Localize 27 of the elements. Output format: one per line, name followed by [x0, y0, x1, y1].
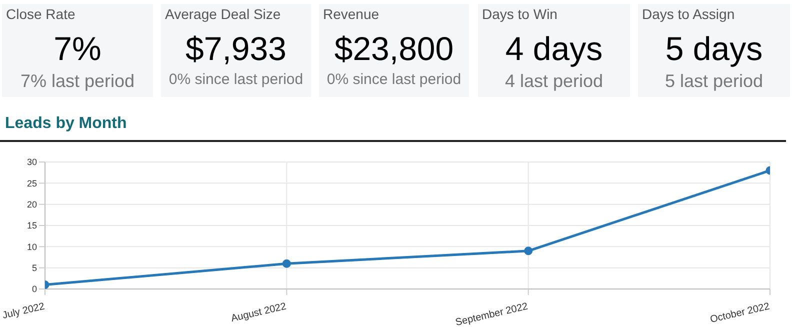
y-tick-label: 20	[26, 200, 37, 210]
text: Revenue	[323, 6, 380, 22]
text: 5 days	[664, 30, 764, 68]
text: Days to Assign	[642, 6, 735, 22]
x-tick-label: October 2022	[709, 301, 772, 326]
text: $23,800	[333, 30, 455, 68]
y-tick-label: 30	[26, 157, 37, 168]
y-tick-label: 0	[32, 284, 37, 294]
text: Close Rate	[6, 6, 76, 22]
text: Average Deal Size	[165, 6, 281, 22]
text: 7% last period	[19, 71, 136, 92]
text: 4 last period	[504, 71, 604, 92]
y-tick-label: 25	[26, 178, 37, 188]
y-tick-label: 15	[26, 220, 37, 231]
text: Days to Win	[482, 6, 558, 22]
x-tick-label: August 2022	[230, 301, 288, 325]
text: $7,933	[184, 30, 288, 68]
x-tick-label: September 2022	[454, 301, 530, 327]
text: 4 days	[504, 30, 604, 68]
text: 5 last period	[664, 71, 764, 92]
y-tick-label: 5	[32, 263, 37, 274]
text: 0% since last period	[168, 71, 304, 88]
x-tick-label: July 2022	[1, 301, 46, 322]
text: 7%	[52, 30, 102, 68]
y-tick-label: 10	[26, 242, 37, 252]
chart-title: Leads by Month	[5, 115, 127, 133]
text: 0% since last period	[326, 71, 462, 88]
